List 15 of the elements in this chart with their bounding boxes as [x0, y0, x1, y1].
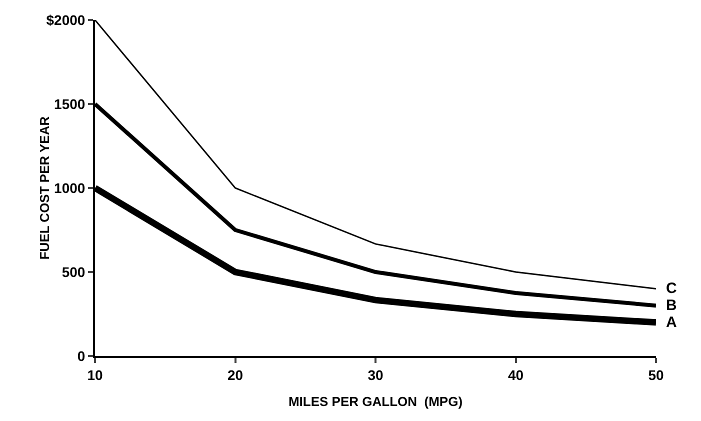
series-label: A [666, 314, 677, 331]
y-tick-label: $2000 [46, 12, 86, 28]
x-axis-title: MILES PER GALLON (MPG) [288, 394, 463, 409]
y-tick-label: 1000 [54, 180, 86, 196]
series-label: B [666, 297, 677, 314]
x-tick-label: 40 [508, 366, 524, 383]
series-label: C [666, 280, 677, 297]
x-tick-label: 10 [87, 366, 103, 383]
y-tick-label: 0 [77, 348, 86, 364]
x-tick-label: 50 [648, 366, 664, 383]
y-axis-title: FUEL COST PER YEAR [37, 116, 52, 260]
y-tick-label: 1500 [54, 96, 86, 112]
y-tick-label: 500 [62, 264, 86, 280]
x-tick-label: 30 [368, 366, 384, 383]
x-tick-label: 20 [227, 366, 244, 383]
